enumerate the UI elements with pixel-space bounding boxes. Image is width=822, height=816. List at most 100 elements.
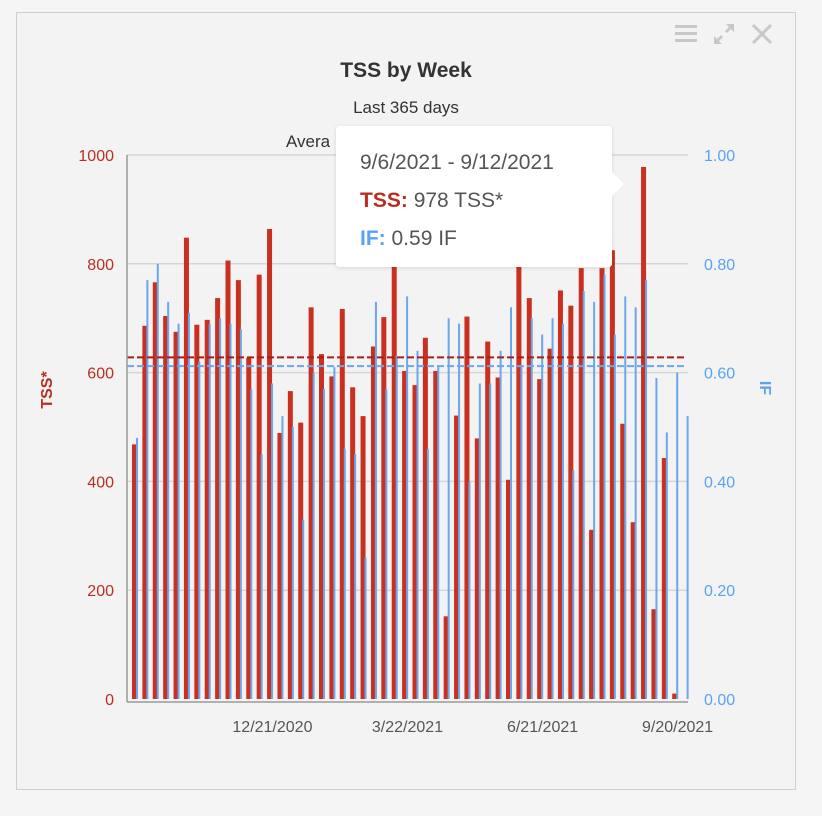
y-tick-label: 1000 [78, 148, 114, 165]
tss-bar [641, 166, 647, 699]
tss-bar [454, 415, 460, 699]
y2-tick-label: 0.00 [704, 692, 735, 709]
close-x-icon[interactable] [748, 20, 776, 48]
if-bar [572, 470, 575, 699]
x-tick-label: 12/21/2020 [232, 719, 312, 736]
tss-bar [557, 290, 563, 699]
if-bar [167, 301, 170, 699]
if-bar [561, 323, 564, 699]
tss-bar [672, 693, 678, 699]
chart-title: TSS by Week [340, 59, 472, 82]
tss-bar [474, 438, 480, 699]
if-bar [645, 280, 648, 699]
if-bar [156, 263, 159, 699]
if-bar [593, 301, 596, 699]
if-bar [302, 519, 305, 699]
if-bar [468, 481, 471, 699]
chart-toolbar [672, 20, 776, 48]
if-bar [291, 427, 294, 699]
if-bar [312, 372, 315, 699]
y-axis-label-tss: TSS* [39, 371, 56, 409]
if-bar [478, 383, 481, 699]
if-bar [541, 334, 544, 699]
if-bar [426, 448, 429, 699]
if-bar [385, 388, 388, 699]
chart-subtitle: Last 365 days [353, 98, 459, 117]
if-bar [582, 291, 585, 699]
if-bar [239, 329, 242, 699]
y2-tick-label: 1.00 [704, 148, 735, 165]
tss-bar [578, 268, 584, 699]
if-bar [229, 323, 232, 699]
if-bar [603, 274, 606, 699]
y2-tick-label: 0.40 [704, 474, 735, 491]
if-bar [613, 334, 616, 699]
if-bar [333, 367, 336, 699]
hamburger-menu-icon[interactable] [672, 20, 700, 48]
x-tick-label: 6/21/2021 [507, 719, 578, 736]
tss-bar [391, 262, 397, 699]
tss-bar [173, 331, 179, 699]
tss-bar [568, 305, 574, 699]
tss-bar [194, 324, 200, 699]
tss-bar [225, 260, 231, 699]
x-tick-label: 3/22/2021 [372, 719, 443, 736]
y-tick-label: 600 [87, 366, 114, 383]
tooltip-tss-value: 978 TSS* [413, 189, 504, 212]
if-bar [406, 296, 409, 699]
tss-bar [381, 317, 387, 699]
tss-bar [339, 308, 345, 699]
if-bar [499, 350, 502, 699]
tss-bar [298, 422, 304, 699]
if-bar [624, 296, 627, 699]
if-bar [177, 323, 180, 699]
hover-tooltip: 9/6/2021 - 9/12/2021 TSS: 978 TSS* IF: 0… [336, 126, 624, 267]
if-bar [198, 361, 201, 699]
y-tick-label: 800 [87, 257, 114, 274]
tss-bar [443, 616, 449, 699]
tss-bars [132, 166, 678, 700]
tooltip-if-row: IF: 0.59 IF [360, 220, 588, 258]
tooltip-if-label: IF: [360, 227, 386, 250]
tss-bar [661, 458, 667, 699]
tss-bar [152, 282, 158, 699]
if-bar [520, 367, 523, 699]
tss-bar [277, 432, 283, 699]
if-bar [323, 388, 325, 699]
if-bar [530, 318, 533, 699]
if-bars [136, 263, 689, 699]
expand-arrows-icon[interactable] [710, 20, 738, 48]
tss-bar [620, 423, 626, 699]
tss-bar [163, 316, 169, 699]
if-bar [364, 557, 367, 699]
tss-bar [589, 529, 595, 699]
if-bar [146, 280, 149, 699]
tss-bar [609, 250, 615, 699]
if-bar [665, 432, 668, 699]
tss-bar [350, 387, 356, 699]
if-bar [395, 356, 398, 699]
if-bar [187, 312, 190, 699]
if-bar [676, 372, 679, 699]
if-bar [271, 383, 274, 699]
y2-tick-label: 0.80 [704, 257, 735, 274]
y-tick-label: 200 [87, 583, 114, 600]
y2-axis-label-if: IF [756, 381, 773, 395]
tss-bar [516, 265, 522, 699]
tss-bar [142, 325, 148, 699]
tss-bar [183, 237, 189, 700]
tss-bar [360, 416, 366, 699]
tss-bar [651, 609, 657, 699]
tss-bar [464, 316, 470, 699]
tss-bar [287, 391, 293, 699]
if-bar [354, 454, 357, 699]
tooltip-tss-row: TSS: 978 TSS* [360, 182, 588, 220]
y2-tick-label: 0.60 [704, 366, 735, 383]
tss-bar [308, 307, 314, 699]
tooltip-if-value: 0.59 IF [391, 227, 457, 250]
if-bar [551, 318, 554, 699]
tss-bar [526, 298, 532, 699]
tss-bar [132, 444, 137, 699]
if-bar [510, 307, 512, 699]
